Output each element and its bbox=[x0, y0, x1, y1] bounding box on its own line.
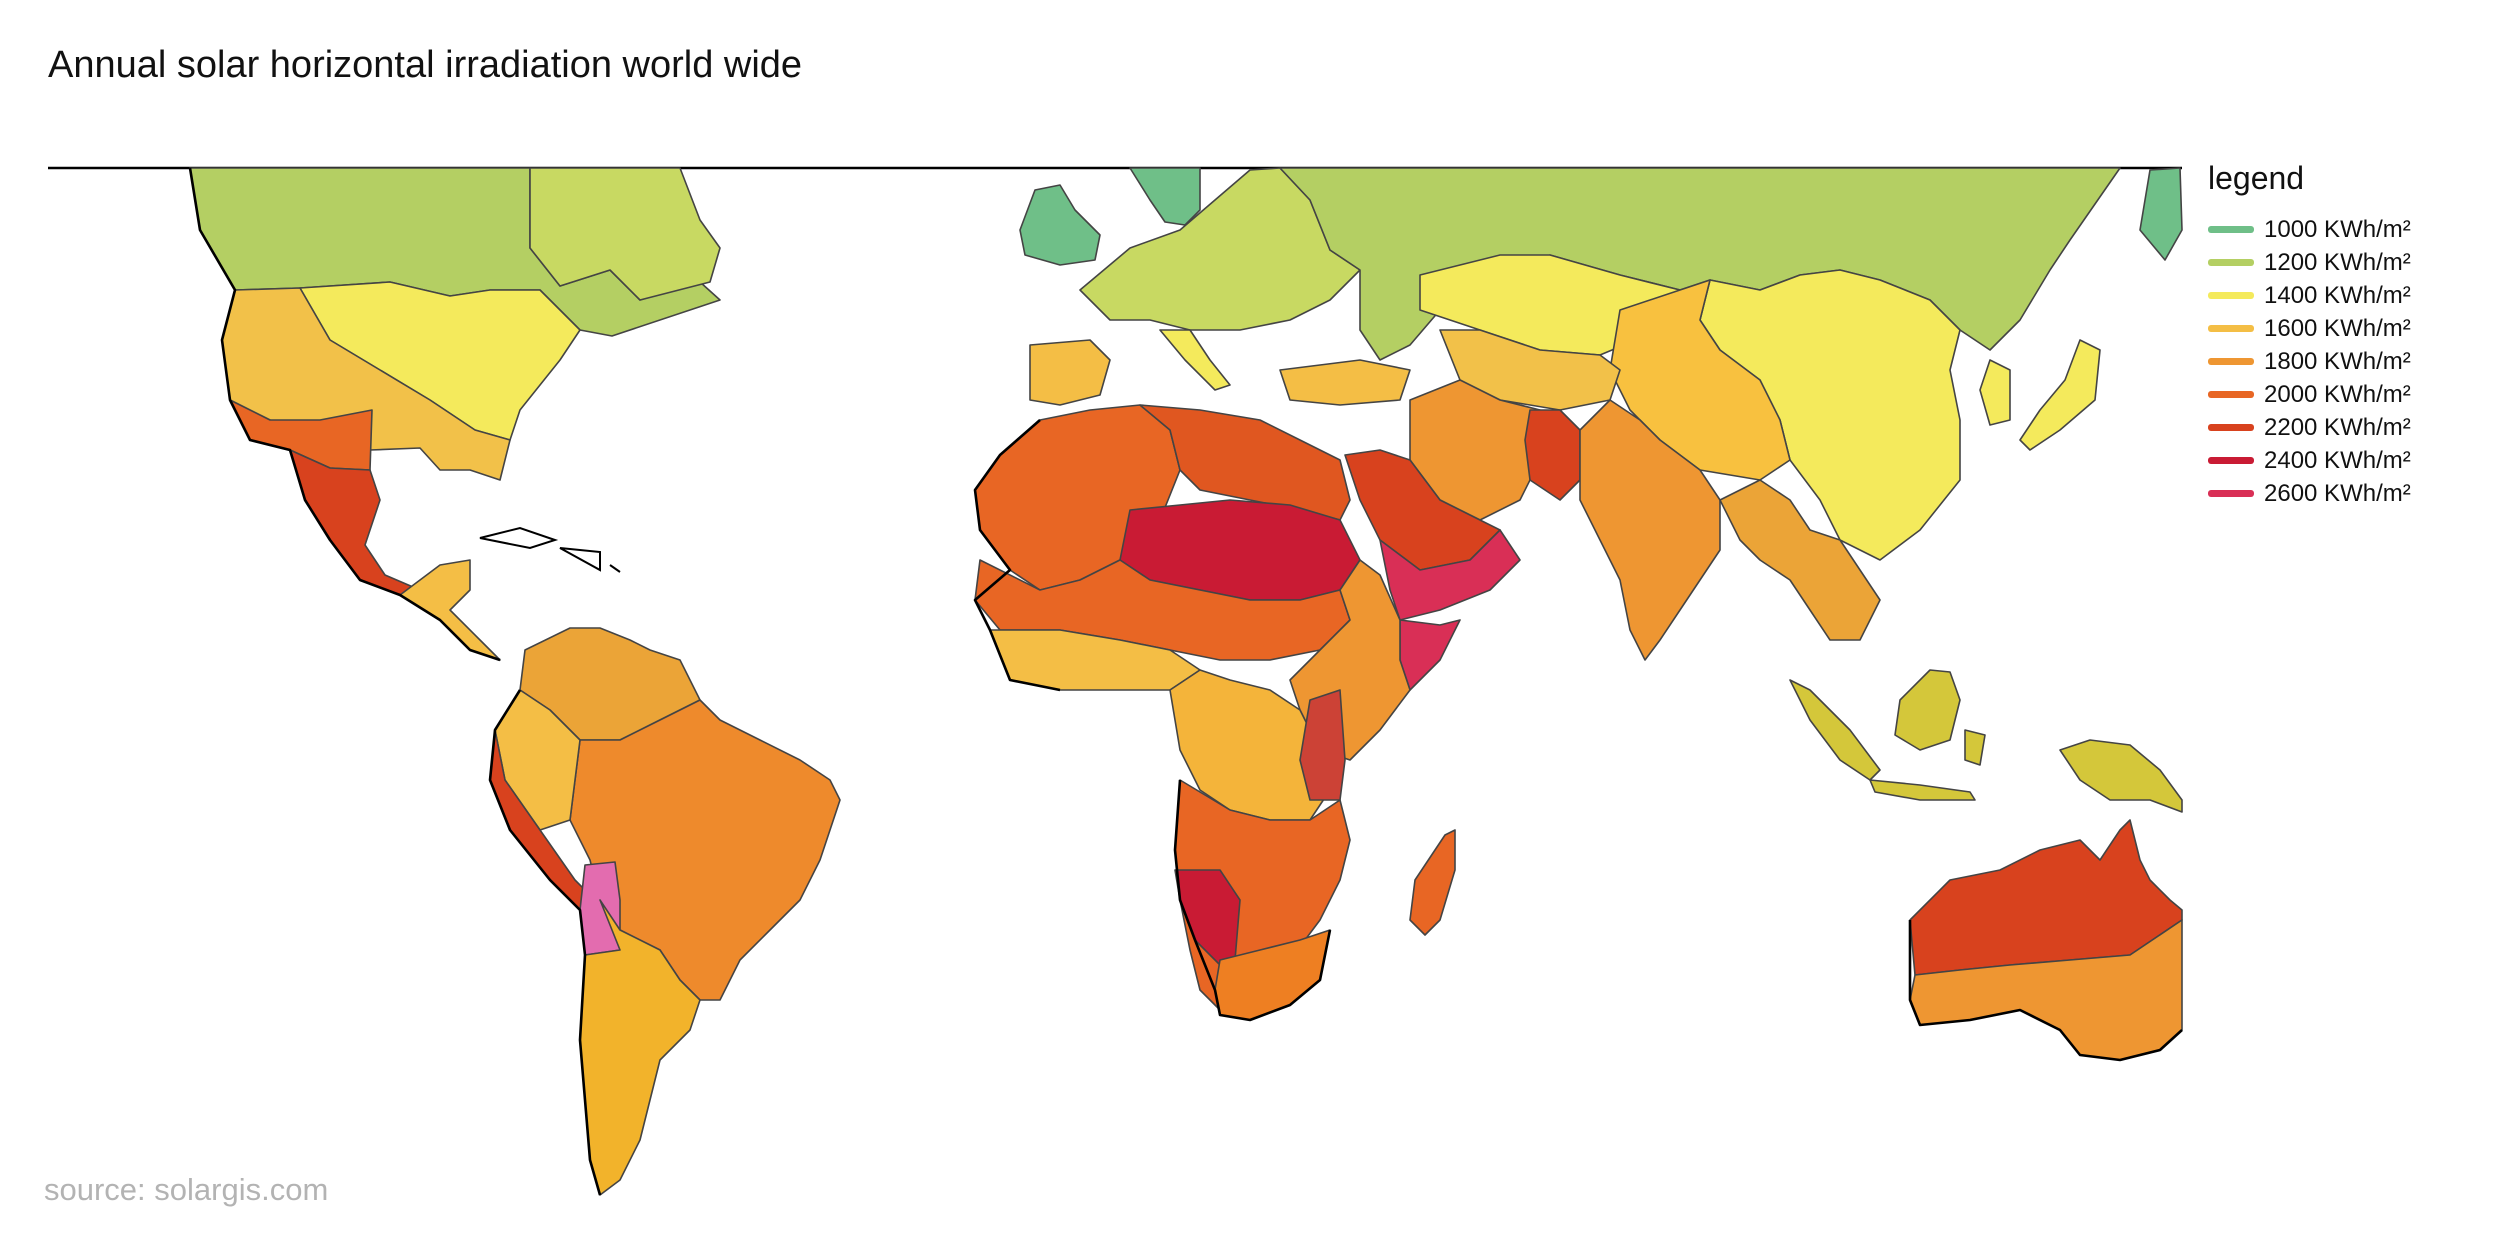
region-japan bbox=[2019, 339, 2101, 451]
region-southeast-asia bbox=[1719, 479, 1881, 641]
legend-items: 1000 KWh/m² 1200 KWh/m² 1400 KWh/m² 1600 KW… bbox=[2208, 213, 2488, 510]
region-sumatra bbox=[1789, 679, 1881, 781]
legend-item: 2000 KWh/m² bbox=[2208, 378, 2488, 411]
caribbean-islands bbox=[479, 526, 621, 573]
region-central-america bbox=[399, 559, 501, 661]
region-java bbox=[1869, 779, 1976, 801]
middle-east bbox=[1344, 449, 1521, 621]
africa bbox=[974, 404, 1461, 1021]
legend-swatch bbox=[2208, 292, 2254, 299]
legend-swatch bbox=[2208, 391, 2254, 398]
legend-item: 1200 KWh/m² bbox=[2208, 246, 2488, 279]
legend-item: 1400 KWh/m² bbox=[2208, 279, 2488, 312]
legend-swatch bbox=[2208, 325, 2254, 332]
region-canada-east bbox=[529, 167, 721, 301]
region-italy-balkans bbox=[1159, 329, 1231, 391]
region-horn-of-africa bbox=[1399, 619, 1461, 691]
legend-swatch bbox=[2208, 226, 2254, 233]
legend-swatch bbox=[2208, 259, 2254, 266]
legend-swatch bbox=[2208, 457, 2254, 464]
map-title: Annual solar horizontal irradiation worl… bbox=[48, 44, 803, 86]
legend: legend 1000 KWh/m² 1200 KWh/m² 1400 KWh/m²… bbox=[2208, 160, 2488, 510]
region-sulawesi bbox=[1964, 729, 1986, 766]
legend-label: 2000 KWh/m² bbox=[2264, 380, 2411, 408]
europe bbox=[1019, 167, 1411, 406]
legend-label: 2600 KWh/m² bbox=[2264, 479, 2411, 507]
south-america bbox=[489, 627, 841, 1196]
legend-title: legend bbox=[2208, 160, 2305, 196]
legend-item: 1000 KWh/m² bbox=[2208, 213, 2488, 246]
legend-swatch bbox=[2208, 490, 2254, 497]
legend-item: 2600 KWh/m² bbox=[2208, 477, 2488, 510]
legend-item: 2200 KWh/m² bbox=[2208, 411, 2488, 444]
legend-label: 2200 KWh/m² bbox=[2264, 413, 2411, 441]
region-atacama bbox=[579, 861, 621, 956]
region-new-guinea bbox=[2059, 739, 2183, 813]
region-madagascar bbox=[1409, 829, 1456, 936]
region-afghanistan-pakistan bbox=[1524, 409, 1581, 501]
region-yemen-oman bbox=[1379, 529, 1521, 621]
region-kamchatka bbox=[2139, 167, 2183, 261]
legend-label: 1400 KWh/m² bbox=[2264, 281, 2411, 309]
north-america bbox=[189, 167, 721, 661]
world-map-svg bbox=[48, 166, 2183, 1196]
coastlines bbox=[188, 167, 2183, 1196]
region-iberia bbox=[1029, 339, 1111, 406]
legend-label: 1200 KWh/m² bbox=[2264, 248, 2411, 276]
region-korea bbox=[1979, 359, 2011, 426]
legend-swatch bbox=[2208, 424, 2254, 431]
legend-item: 1800 KWh/m² bbox=[2208, 345, 2488, 378]
oceania bbox=[1789, 669, 2183, 1061]
legend-item: 1600 KWh/m² bbox=[2208, 312, 2488, 345]
world-map bbox=[48, 166, 2183, 1196]
region-india bbox=[1579, 399, 1721, 661]
region-uk bbox=[1019, 184, 1101, 266]
region-turkey bbox=[1279, 359, 1411, 406]
legend-swatch bbox=[2208, 358, 2254, 365]
source-credit: source: solargis.com bbox=[44, 1172, 329, 1207]
legend-label: 1000 KWh/m² bbox=[2264, 215, 2411, 243]
legend-label: 1800 KWh/m² bbox=[2264, 347, 2411, 375]
asia bbox=[1279, 167, 2183, 661]
region-iceland-scandinavia bbox=[1129, 167, 1201, 226]
legend-label: 2400 KWh/m² bbox=[2264, 446, 2411, 474]
legend-label: 1600 KWh/m² bbox=[2264, 314, 2411, 342]
region-borneo bbox=[1894, 669, 1961, 751]
region-china-west bbox=[1609, 279, 1791, 481]
legend-item: 2400 KWh/m² bbox=[2208, 444, 2488, 477]
